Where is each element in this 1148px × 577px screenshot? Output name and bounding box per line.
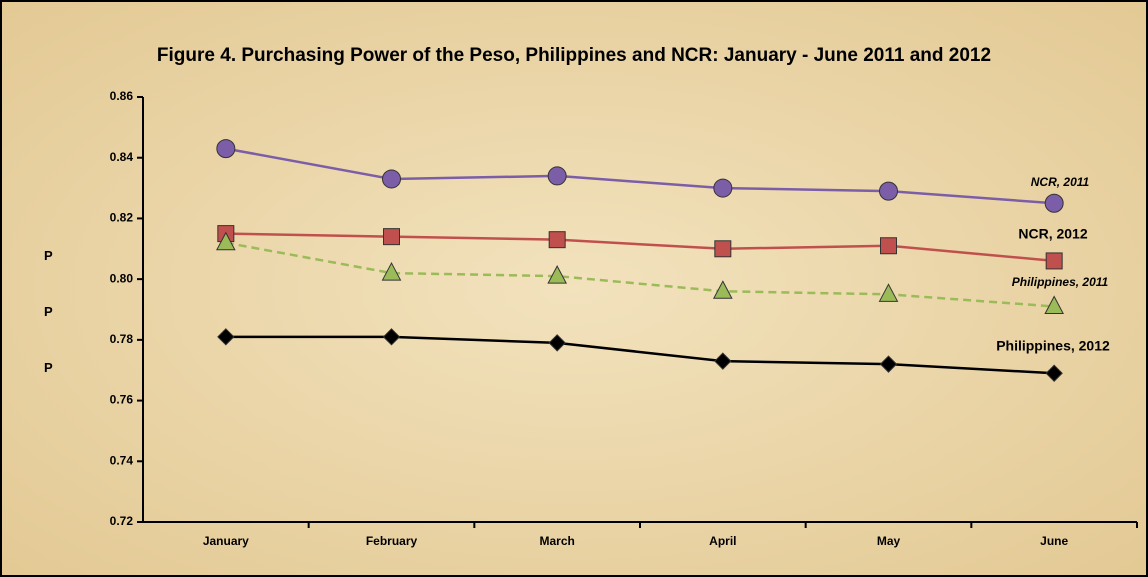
marker <box>879 181 898 201</box>
y-tick-label: 0.76 <box>110 393 134 407</box>
series-label: Philippines, 2012 <box>996 338 1110 354</box>
marker <box>1044 193 1064 213</box>
y-tick-label: 0.82 <box>110 211 134 225</box>
y-tick-label: 0.80 <box>110 271 134 285</box>
marker <box>878 283 899 302</box>
marker <box>547 166 567 186</box>
marker <box>548 334 566 352</box>
x-tick-label: January <box>203 534 249 548</box>
marker <box>383 228 400 246</box>
marker <box>381 262 402 281</box>
marker <box>1045 252 1063 270</box>
series-line <box>225 147 1055 205</box>
y-tick-label: 0.78 <box>110 332 134 346</box>
chart-title: Figure 4. Purchasing Power of the Peso, … <box>157 45 991 66</box>
y-tick-label: 0.86 <box>110 89 134 103</box>
marker <box>1045 364 1063 382</box>
series-label: Philippines, 2011 <box>1012 275 1109 289</box>
x-tick-label: June <box>1040 534 1068 548</box>
marker <box>548 231 566 249</box>
marker <box>547 265 567 284</box>
marker <box>714 240 732 258</box>
series-line <box>225 241 1055 308</box>
x-tick-label: February <box>366 534 418 548</box>
y-axis-label: PPP <box>44 248 53 375</box>
marker <box>216 139 236 159</box>
y-tick-label: 0.84 <box>110 150 134 164</box>
series-label: NCR, 2011 <box>1031 175 1090 189</box>
x-tick-label: March <box>539 534 574 548</box>
marker <box>713 178 733 198</box>
y-tick-label: 0.74 <box>110 453 134 467</box>
marker <box>1044 295 1064 314</box>
marker <box>216 231 236 251</box>
marker <box>217 328 235 346</box>
marker <box>382 328 401 346</box>
series-line <box>225 232 1055 263</box>
marker <box>713 280 733 299</box>
y-tick-label: 0.72 <box>110 514 134 528</box>
marker <box>714 352 732 370</box>
x-tick-label: May <box>877 534 901 548</box>
series-line <box>225 335 1055 375</box>
marker <box>879 355 898 373</box>
x-tick-label: April <box>709 534 736 548</box>
marker <box>880 237 897 255</box>
series-label: NCR, 2012 <box>1018 226 1087 242</box>
marker <box>382 169 401 189</box>
